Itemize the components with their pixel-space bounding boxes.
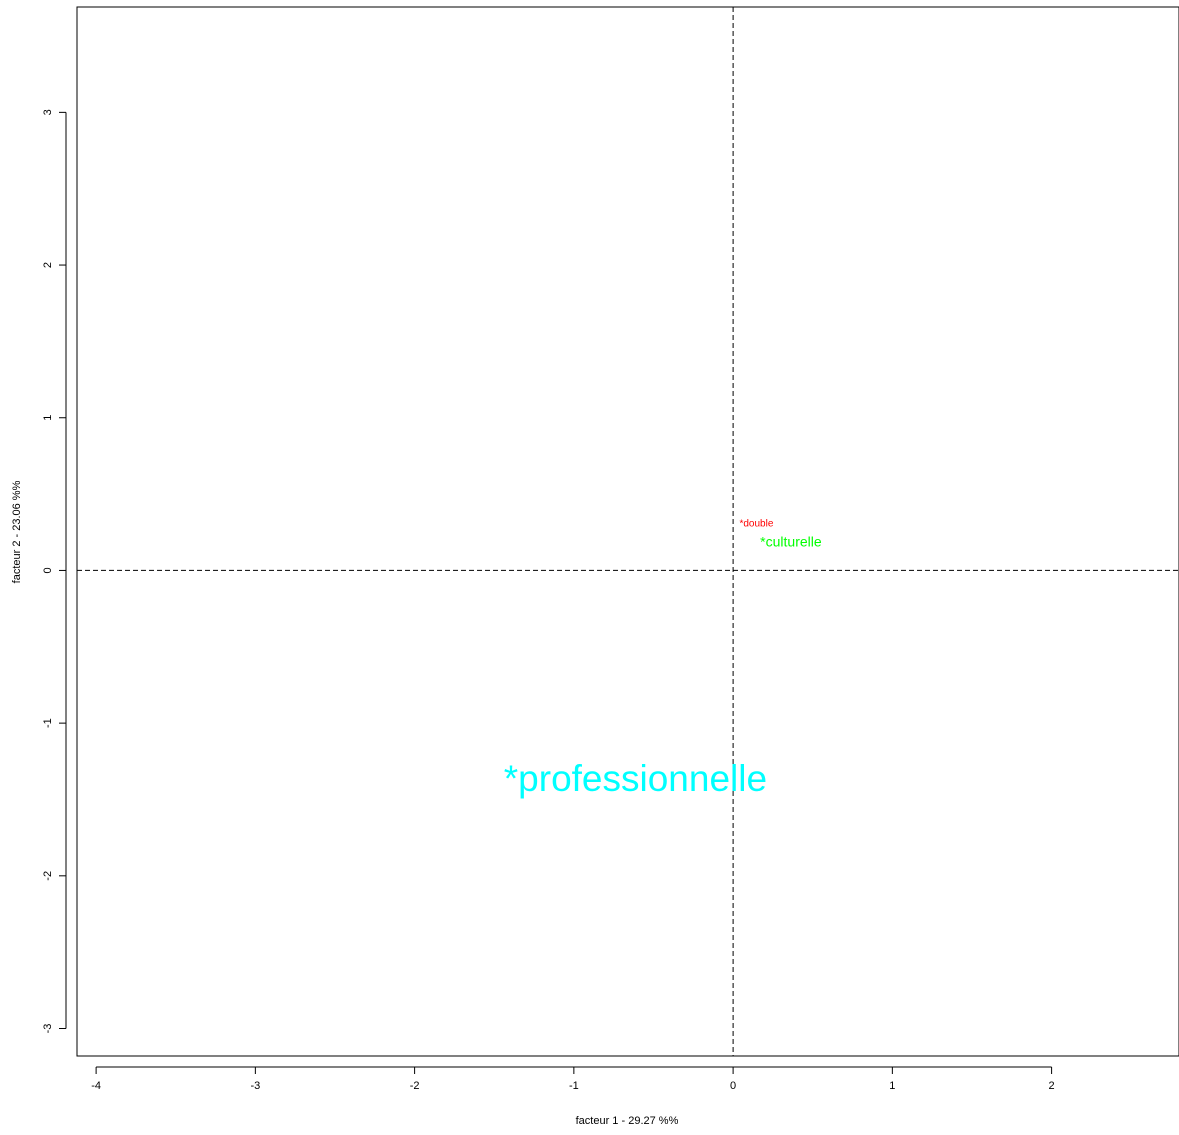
y-tick-label: 0 bbox=[42, 567, 54, 573]
y-tick-label: -1 bbox=[42, 718, 54, 728]
point-label-double: *double bbox=[739, 519, 773, 530]
y-tick-label: -2 bbox=[42, 871, 54, 881]
x-axis-title: facteur 1 - 29.27 %% bbox=[576, 1115, 679, 1127]
x-tick-label: 1 bbox=[889, 1080, 895, 1092]
x-tick-label: 0 bbox=[730, 1080, 736, 1092]
point-label-professionnelle: *professionnelle bbox=[504, 758, 767, 799]
reference-lines bbox=[77, 7, 1179, 1056]
y-tick-label: 1 bbox=[42, 415, 54, 421]
x-axis: -4 -3 -2 -1 0 1 2 bbox=[91, 1066, 1055, 1092]
y-axis: -3 -2 -1 0 1 2 3 bbox=[42, 109, 67, 1034]
y-axis-title: facteur 2 - 23.06 %% bbox=[11, 480, 23, 583]
x-tick-label: -2 bbox=[410, 1080, 420, 1092]
x-tick-label: -4 bbox=[91, 1080, 101, 1092]
y-tick-label: -3 bbox=[42, 1024, 54, 1034]
plot-frame bbox=[76, 6, 1179, 1057]
point-label-culturelle: *culturelle bbox=[760, 533, 822, 549]
y-tick-label: 2 bbox=[42, 262, 54, 268]
x-tick-label: 2 bbox=[1049, 1080, 1055, 1092]
point-labels: *double *culturelle *professionnelle bbox=[504, 519, 822, 799]
y-tick-label: 3 bbox=[42, 109, 54, 115]
x-tick-label: -3 bbox=[250, 1080, 260, 1092]
x-tick-label: -1 bbox=[569, 1080, 579, 1092]
